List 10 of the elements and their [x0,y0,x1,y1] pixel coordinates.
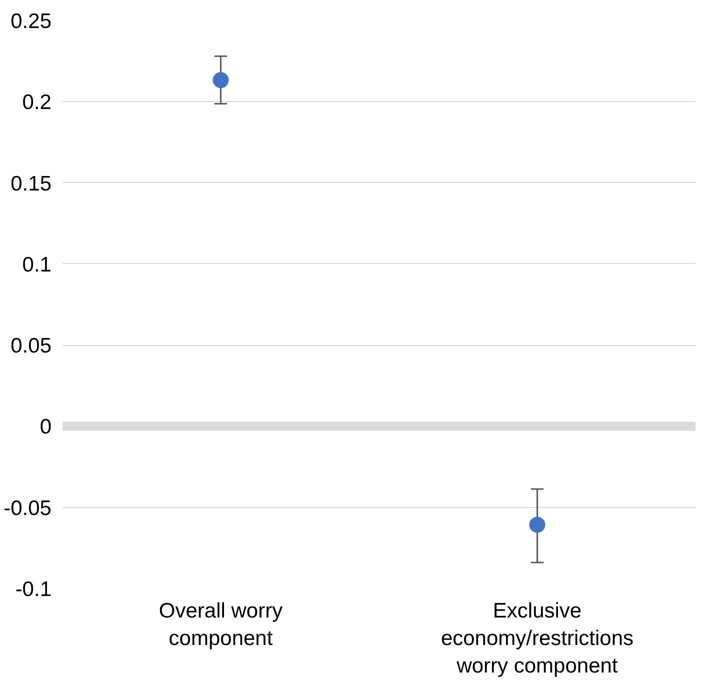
y-tick-label: 0.2 [22,91,52,114]
y-tick-label: 0 [40,416,52,439]
y-tick-label: -0.1 [15,578,52,601]
x-tick-label: Exclusive economy/restrictions worry component [440,600,634,678]
y-tick-label: 0.25 [10,10,52,33]
y-tick-label: 0.05 [10,334,52,358]
y-tick-label: -0.05 [4,496,52,520]
y-tick-label: 0.1 [22,253,52,276]
y-tick-label: 0.15 [10,172,52,196]
x-tick-label: Overall worry component [158,600,284,650]
